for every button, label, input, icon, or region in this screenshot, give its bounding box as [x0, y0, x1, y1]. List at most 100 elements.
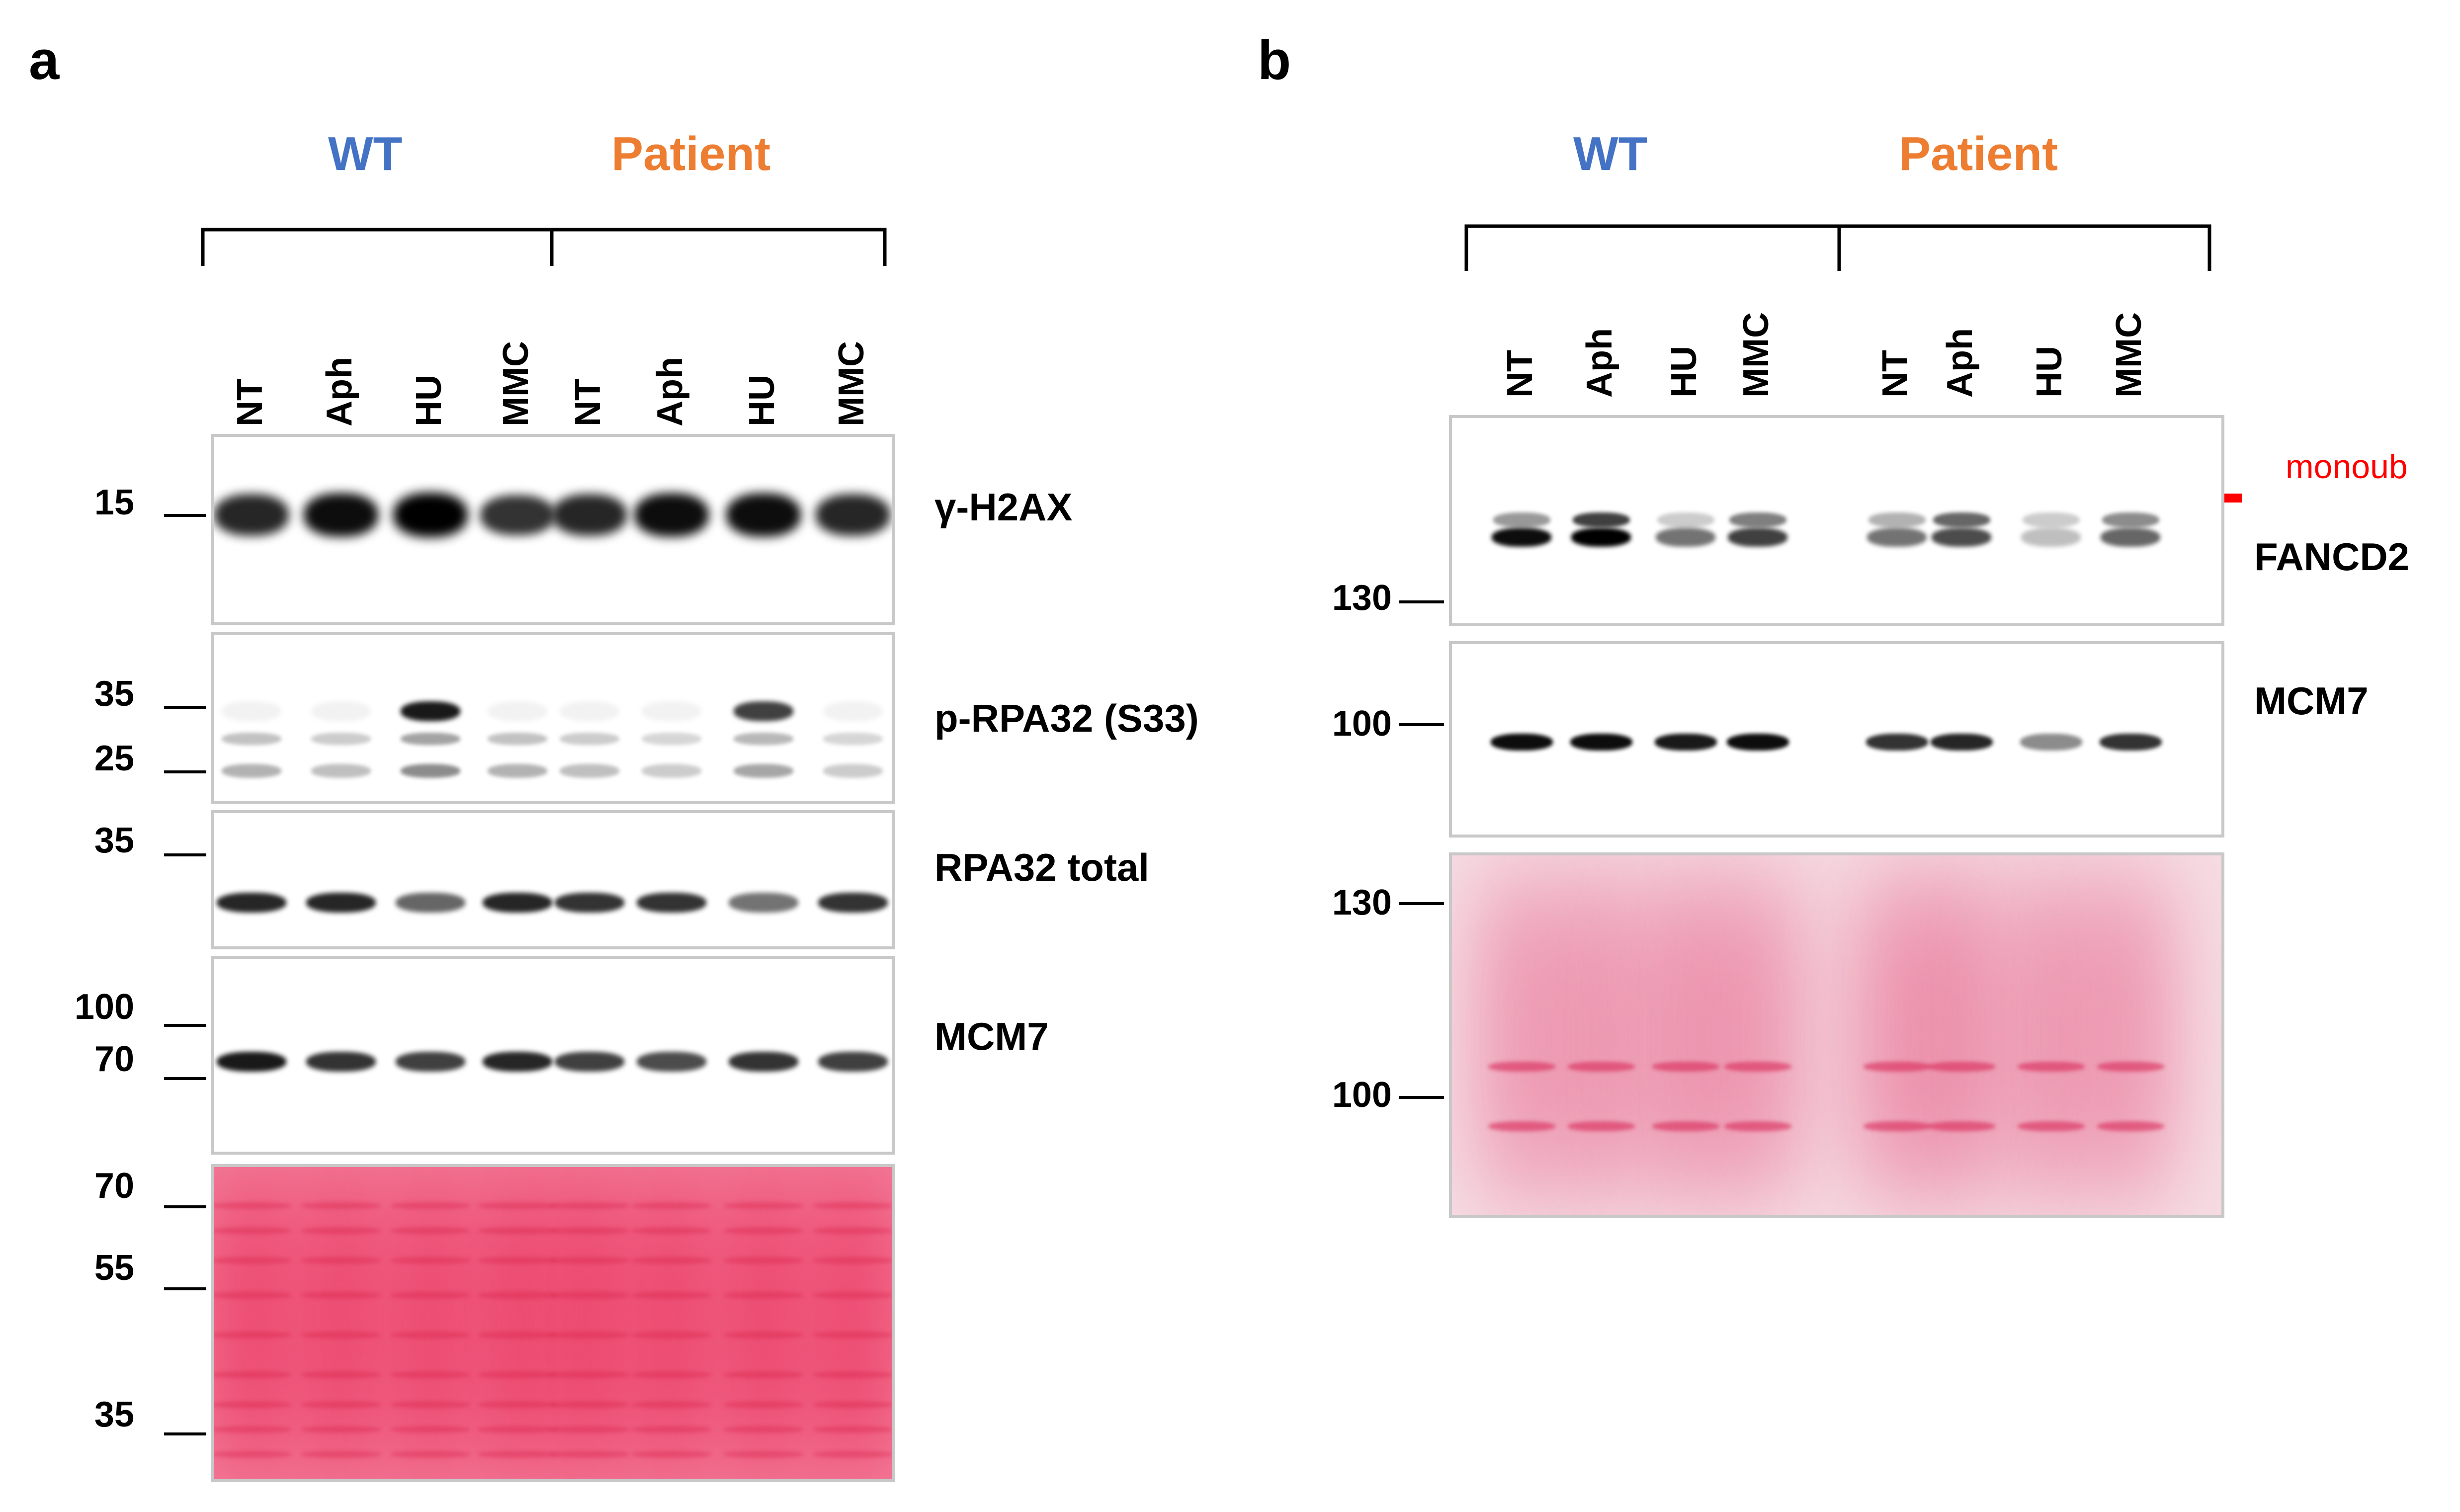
- panel-b-fancd2-name: FANCD2: [2254, 535, 2410, 579]
- prpa-upper-band: [311, 701, 371, 721]
- rpa-total-band: [483, 893, 552, 913]
- mw-tick: [164, 1024, 206, 1027]
- h2ax-band: [816, 494, 890, 536]
- panel-b-lane-label: Aph: [1940, 328, 1980, 398]
- ponceau-band: [478, 1332, 557, 1339]
- rpa-total-band: [729, 893, 798, 913]
- prpa-upper-band: [222, 701, 281, 721]
- fancd2-lower-band: [2101, 528, 2160, 547]
- h2ax-band: [214, 494, 289, 536]
- prpa-upper-band: [734, 701, 793, 721]
- prpa-lower-band: [222, 764, 281, 778]
- mw-marker: 130: [1332, 578, 1392, 618]
- prpa-lower-band: [823, 764, 883, 778]
- ponceau-band: [301, 1257, 381, 1264]
- ponceau-band: [813, 1202, 892, 1209]
- fancd2-lower-band: [1728, 528, 1787, 547]
- rpa-total-band: [396, 893, 465, 913]
- panel-a-group-patient: Patient: [611, 127, 771, 180]
- prpa-mid-band: [560, 732, 619, 745]
- ponceau-band: [632, 1426, 711, 1433]
- ponceau-band: [478, 1292, 557, 1299]
- panel-a-label: a: [29, 30, 60, 91]
- h2ax-band: [304, 493, 378, 537]
- prpa-lower-band: [401, 764, 460, 778]
- panel-b-lane-label: MMC: [2109, 312, 2149, 398]
- mw-marker: 35: [94, 674, 134, 714]
- panel-b-label: b: [1258, 30, 1291, 91]
- mw-tick: [164, 514, 206, 517]
- fancd2-lower-band: [2021, 528, 2081, 547]
- mw-tick: [164, 1205, 206, 1208]
- ponceau-band: [1724, 1062, 1791, 1072]
- panel-b-lane-label: HU: [1664, 346, 1704, 398]
- h2ax-band: [726, 493, 801, 537]
- panel-a-mcm7-blot: [211, 956, 895, 1155]
- ponceau-band: [1863, 1121, 1931, 1131]
- ponceau-band: [214, 1202, 291, 1209]
- mw-tick: [164, 1077, 206, 1080]
- ponceau-lane: [1862, 863, 1932, 1211]
- ponceau-band: [2097, 1121, 2164, 1131]
- mcm7-band: [396, 1052, 465, 1072]
- ponceau-band: [214, 1401, 291, 1408]
- panel-a-lane-label: MMC: [832, 341, 871, 426]
- rpa-total-band: [637, 893, 706, 913]
- prpa-upper-band: [401, 701, 460, 721]
- mcm7-band: [306, 1052, 376, 1072]
- fancd2-monoub-band: [1572, 512, 1630, 527]
- prpa-lower-band: [642, 764, 701, 778]
- panel-b-lane-label: HU: [2030, 346, 2069, 398]
- ponceau-band: [301, 1292, 381, 1299]
- ponceau-band: [1652, 1062, 1719, 1072]
- ponceau-band: [1724, 1121, 1791, 1131]
- mw-marker: 100: [74, 987, 134, 1027]
- rpa-total-band: [217, 893, 286, 913]
- panel-a-wt-bracket: [201, 228, 554, 266]
- prpa-lower-band: [311, 764, 371, 778]
- ponceau-band: [478, 1426, 557, 1433]
- prpa-mid-band: [823, 732, 883, 745]
- ponceau-band: [632, 1371, 711, 1378]
- mcm7-band: [1930, 734, 1993, 751]
- prpa-mid-band: [222, 732, 281, 745]
- mcm7-band: [217, 1052, 286, 1072]
- mcm7-band: [729, 1052, 798, 1072]
- h2ax-band: [480, 495, 555, 535]
- h2ax-band: [393, 493, 468, 537]
- panel-b-group-patient: Patient: [1899, 127, 2058, 180]
- fancd2-lower-band: [1571, 528, 1631, 547]
- h2ax-band: [634, 493, 709, 537]
- ponceau-band: [813, 1227, 892, 1234]
- ponceau-band: [813, 1292, 892, 1299]
- ponceau-band: [301, 1202, 381, 1209]
- panel-a-patient-bracket: [552, 228, 887, 266]
- ponceau-band: [214, 1332, 291, 1339]
- ponceau-band: [550, 1451, 629, 1458]
- fancd2-monoub-band: [1933, 512, 1990, 527]
- fancd2-monoub-band: [1657, 512, 1714, 527]
- ponceau-band: [478, 1227, 557, 1234]
- mw-marker: 15: [94, 483, 134, 522]
- monoub-annotation: monoub: [2286, 448, 2408, 486]
- ponceau-band: [301, 1426, 381, 1433]
- ponceau-band: [1652, 1121, 1719, 1131]
- mw-tick: [164, 853, 206, 856]
- ponceau-band: [1567, 1121, 1635, 1131]
- panel-b-wt-bracket: [1464, 224, 1841, 271]
- mw-marker: 130: [1332, 883, 1392, 923]
- fancd2-lower-band: [1656, 528, 1715, 547]
- prpa-mid-band: [734, 732, 793, 745]
- ponceau-band: [632, 1401, 711, 1408]
- ponceau-lane: [548, 1177, 631, 1475]
- prpa-mid-band: [401, 732, 460, 745]
- ponceau-band: [813, 1332, 892, 1339]
- ponceau-band: [478, 1401, 557, 1408]
- panel-a-prpa-name: p-RPA32 (S33): [934, 696, 1199, 740]
- panel-a-h2ax-blot: [211, 434, 895, 625]
- panel-b-mcm7-name: MCM7: [2254, 679, 2369, 723]
- ponceau-band: [214, 1451, 291, 1458]
- rpa-total-band: [555, 893, 624, 913]
- ponceau-lane: [300, 1177, 382, 1475]
- mw-tick: [1399, 1096, 1444, 1099]
